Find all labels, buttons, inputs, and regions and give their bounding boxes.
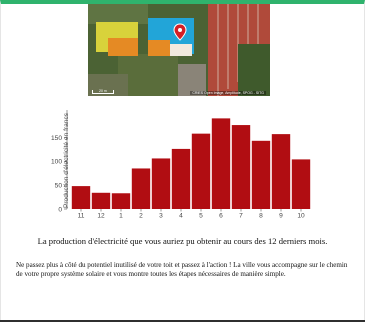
x-tick-label: 10 [297,213,305,220]
bar [191,133,211,209]
x-tick-label: 8 [259,213,263,220]
y-axis-label: Production d'électricité en francs [63,112,70,208]
x-tick-label: 3 [159,213,163,220]
y-tick-label: 50 [55,183,63,190]
x-tick-label: 1 [119,213,123,220]
x-tick-label: 5 [199,213,203,220]
x-tick-label: 7 [239,213,243,220]
y-tick-label: 100 [51,159,62,166]
bar [111,193,131,209]
bar [231,125,251,209]
roof-orange [108,38,138,56]
bar [251,140,271,209]
description-text: Ne passez plus à côté du potentiel inuti… [16,261,348,278]
satellite-map[interactable]: 20 m CRIES Open Image, Amplitude, SPOG -… [88,4,270,96]
y-tick-label: 0 [58,206,62,213]
map-imagery [88,4,270,96]
chart-caption: La production d'électricité que vous aur… [37,236,328,246]
x-tick-label: 12 [97,213,105,220]
bar [131,168,151,209]
x-tick-label: 2 [139,213,143,220]
y-tick-label: 150 [51,135,62,142]
bar [91,192,111,209]
bar [271,134,291,209]
map-attribution: CRIES Open Image, Amplitude, SPOG - SITG [190,91,266,95]
roof-orange-2 [148,40,170,56]
location-pin-icon[interactable] [173,23,187,41]
x-tick-label: 4 [179,213,183,220]
bar [211,118,231,209]
x-tick-label: 9 [279,213,283,220]
bar [151,158,171,209]
x-tick-label: 6 [219,213,223,220]
bottom-border [0,320,365,322]
map-scale: 20 m [92,89,114,94]
bar [291,159,311,209]
x-tick-label: 11 [78,213,85,220]
bar [171,148,191,209]
bar [71,186,91,209]
